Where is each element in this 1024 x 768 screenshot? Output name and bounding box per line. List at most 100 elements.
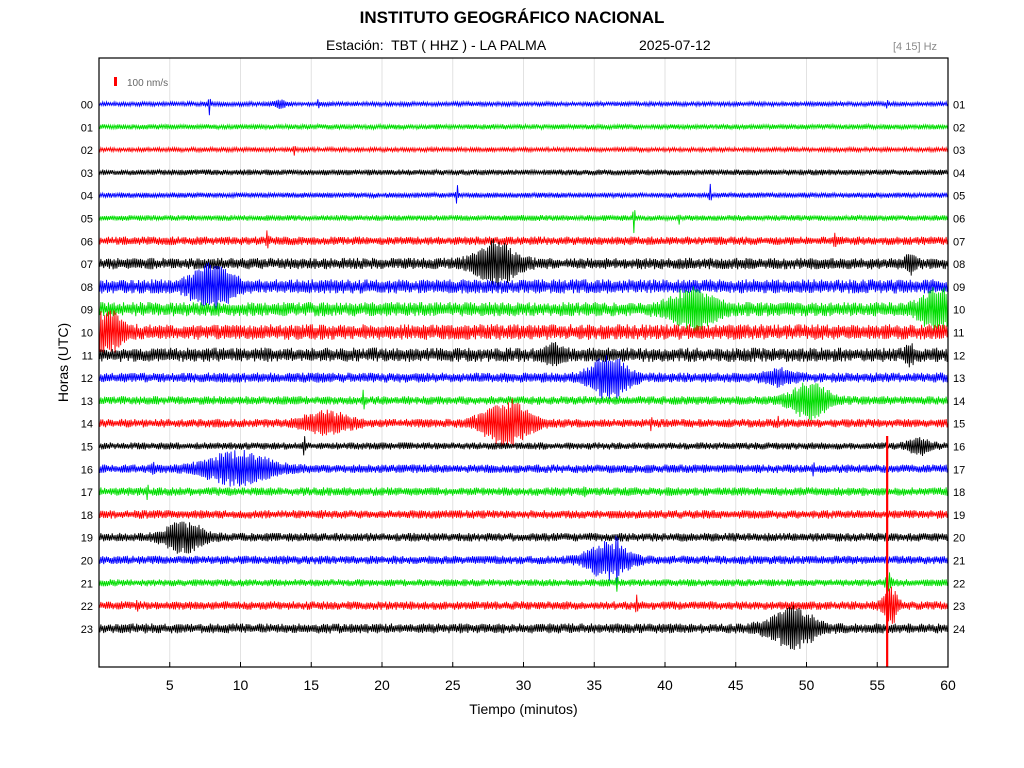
- hour-label-left: 12: [81, 373, 93, 385]
- hour-label-left: 02: [81, 145, 93, 157]
- trace-row: 05 06: [81, 210, 965, 234]
- trace-line: [98, 286, 949, 333]
- hour-label-left: 17: [81, 487, 93, 499]
- x-tick-label: 35: [586, 677, 602, 693]
- x-tick-label: 60: [940, 677, 956, 693]
- trace-line: [98, 230, 949, 249]
- trace-line: [98, 449, 949, 487]
- hour-label-left: 11: [82, 350, 93, 362]
- trace-line: [98, 122, 949, 132]
- trace-line: [98, 210, 949, 234]
- x-tick-label: 25: [445, 677, 461, 693]
- hour-label-right: 22: [953, 578, 965, 590]
- trace-line: [98, 398, 949, 448]
- hour-label-right: 13: [953, 373, 965, 385]
- trace-row: 07 08: [81, 238, 965, 288]
- x-tick-label: 40: [657, 677, 673, 693]
- y-axis-label: Horas (UTC): [55, 323, 71, 402]
- trace-row: 14 15: [81, 398, 965, 448]
- trace-line: [98, 310, 949, 353]
- hour-label-right: 04: [953, 168, 965, 180]
- trace-line: [98, 183, 949, 204]
- hour-label-left: 03: [81, 168, 93, 180]
- trace-row: 00 01: [81, 98, 965, 116]
- trace-line: [98, 535, 949, 590]
- hour-label-left: 14: [81, 419, 93, 431]
- hour-label-right: 14: [953, 396, 965, 408]
- hour-label-left: 04: [81, 191, 93, 203]
- x-tick-label: 15: [303, 677, 319, 693]
- x-axis-label: Tiempo (minutos): [469, 701, 577, 717]
- trace-row: 19 20: [81, 521, 965, 554]
- trace-row: 20 21: [81, 535, 965, 590]
- trace-row: 03 04: [81, 168, 966, 180]
- trace-row: 22 23: [81, 586, 965, 624]
- trace-line: [98, 510, 949, 519]
- hour-label-left: 07: [81, 259, 93, 271]
- trace-line: [98, 145, 949, 156]
- hour-label-right: 09: [953, 282, 965, 294]
- trace-row: 01 02: [81, 122, 966, 134]
- hour-label-right: 15: [953, 419, 965, 431]
- hour-label-left: 06: [81, 236, 93, 248]
- hour-label-right: 24: [953, 624, 965, 636]
- trace-row: 13 14: [81, 382, 965, 421]
- hour-label-left: 13: [81, 396, 93, 408]
- hour-label-left: 15: [81, 442, 93, 454]
- hour-label-left: 20: [81, 556, 93, 568]
- hour-label-left: 05: [81, 214, 93, 226]
- x-tick-label: 55: [869, 677, 885, 693]
- hour-label-right: 12: [953, 350, 965, 362]
- hour-label-right: 23: [953, 601, 965, 613]
- trace-line: [98, 382, 949, 421]
- x-tick-label: 20: [374, 677, 390, 693]
- trace-row: 17 18: [81, 484, 965, 500]
- x-tick-label: 10: [233, 677, 249, 693]
- trace-row: 11 12: [82, 342, 965, 368]
- hour-label-right: 11: [953, 328, 964, 340]
- scale-label: 100 nm/s: [127, 78, 168, 89]
- page-title: INSTITUTO GEOGRÁFICO NACIONAL: [359, 8, 665, 27]
- hour-label-left: 22: [81, 601, 93, 613]
- hour-label-left: 18: [81, 510, 93, 522]
- trace-row: 12 13: [81, 355, 965, 400]
- trace-line: [98, 262, 949, 311]
- x-tick-label: 45: [728, 677, 744, 693]
- trace-row: 04 05: [81, 183, 965, 204]
- hour-label-right: 21: [953, 556, 965, 568]
- trace-row: 21 22: [81, 572, 965, 592]
- x-tick-label: 5: [166, 677, 174, 693]
- hour-label-right: 10: [953, 305, 965, 317]
- hour-label-right: 19: [953, 510, 965, 522]
- trace-line: [98, 605, 949, 650]
- hour-label-left: 19: [81, 533, 93, 545]
- hour-label-right: 05: [953, 191, 965, 203]
- trace-line: [98, 521, 949, 554]
- scale-bar: [114, 77, 117, 86]
- trace-line: [98, 98, 949, 116]
- hour-label-right: 06: [953, 214, 965, 226]
- trace-row: 10 11: [81, 310, 964, 353]
- trace-row: 16 17: [81, 449, 965, 487]
- trace-line: [98, 484, 949, 500]
- hour-label-left: 21: [81, 578, 93, 590]
- x-tick-label: 30: [516, 677, 532, 693]
- x-tick-label: 50: [799, 677, 815, 693]
- trace-row: 15 16: [81, 436, 965, 457]
- hour-label-left: 23: [81, 624, 93, 636]
- hour-label-right: 07: [953, 236, 965, 248]
- trace-line: [98, 238, 949, 288]
- trace-line: [98, 572, 949, 592]
- hour-label-right: 18: [953, 487, 965, 499]
- hour-label-right: 02: [953, 122, 965, 134]
- filter-band-label: [4 15] Hz: [893, 41, 938, 53]
- trace-row: 23 24: [81, 605, 965, 650]
- date-label: 2025-07-12: [639, 37, 711, 53]
- trace-line: [98, 586, 949, 624]
- hour-label-right: 03: [953, 145, 965, 157]
- hour-label-left: 00: [81, 100, 93, 112]
- hour-label-right: 20: [953, 533, 965, 545]
- axis-labels: 5 10 15 20 25 30 35 40 45 50 55 60 Tiempo (minutos) H…: [55, 323, 956, 717]
